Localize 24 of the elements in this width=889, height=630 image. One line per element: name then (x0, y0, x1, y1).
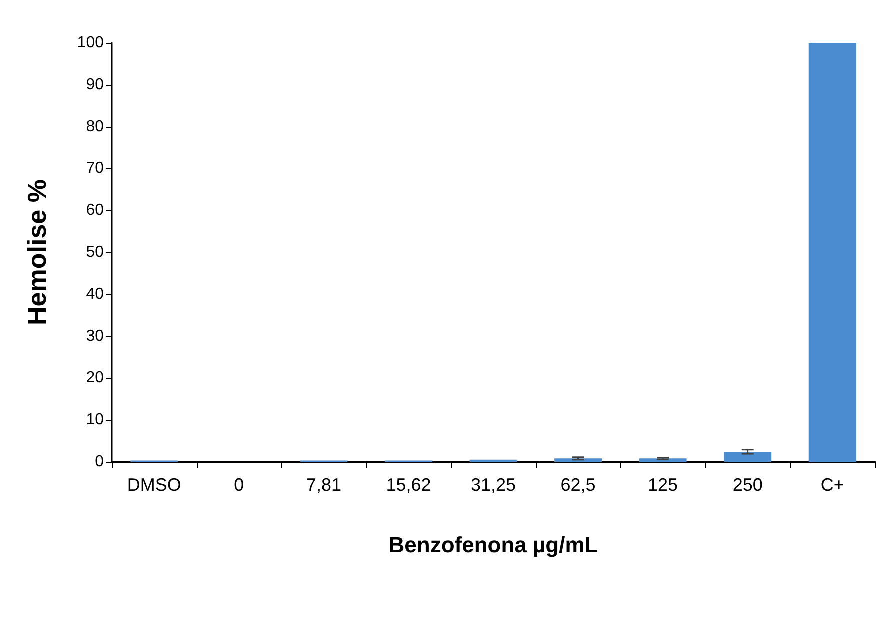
x-tick-label: 125 (648, 475, 678, 495)
x-tick-label: DMSO (127, 475, 182, 495)
bar (808, 43, 856, 462)
x-tick-label: 15,62 (386, 475, 432, 495)
y-tick-label: 40 (86, 286, 104, 303)
x-axis-title: Benzofenona µg/mL (388, 532, 598, 558)
y-axis-title: Hemolise % (22, 180, 52, 326)
y-tick-label: 90 (86, 76, 104, 94)
x-tick-label: 7,81 (306, 475, 342, 495)
bar (724, 452, 772, 462)
y-tick-label: 80 (86, 118, 104, 136)
y-tick-label: 10 (86, 412, 104, 429)
x-tick-label: 31,25 (470, 475, 516, 495)
y-tick-label: 20 (86, 370, 104, 387)
y-tick-label: 30 (86, 328, 104, 345)
y-tick-label: 100 (77, 34, 104, 52)
x-tick-label: 62,5 (560, 475, 596, 495)
x-tick-label: 0 (234, 475, 244, 495)
y-tick-label: 0 (95, 454, 104, 470)
x-tick-label: C+ (820, 475, 844, 495)
y-tick-label: 50 (86, 244, 104, 261)
x-tick-label: 250 (732, 475, 763, 495)
y-tick-label: 70 (86, 160, 104, 178)
y-tick-label: 60 (86, 202, 104, 220)
